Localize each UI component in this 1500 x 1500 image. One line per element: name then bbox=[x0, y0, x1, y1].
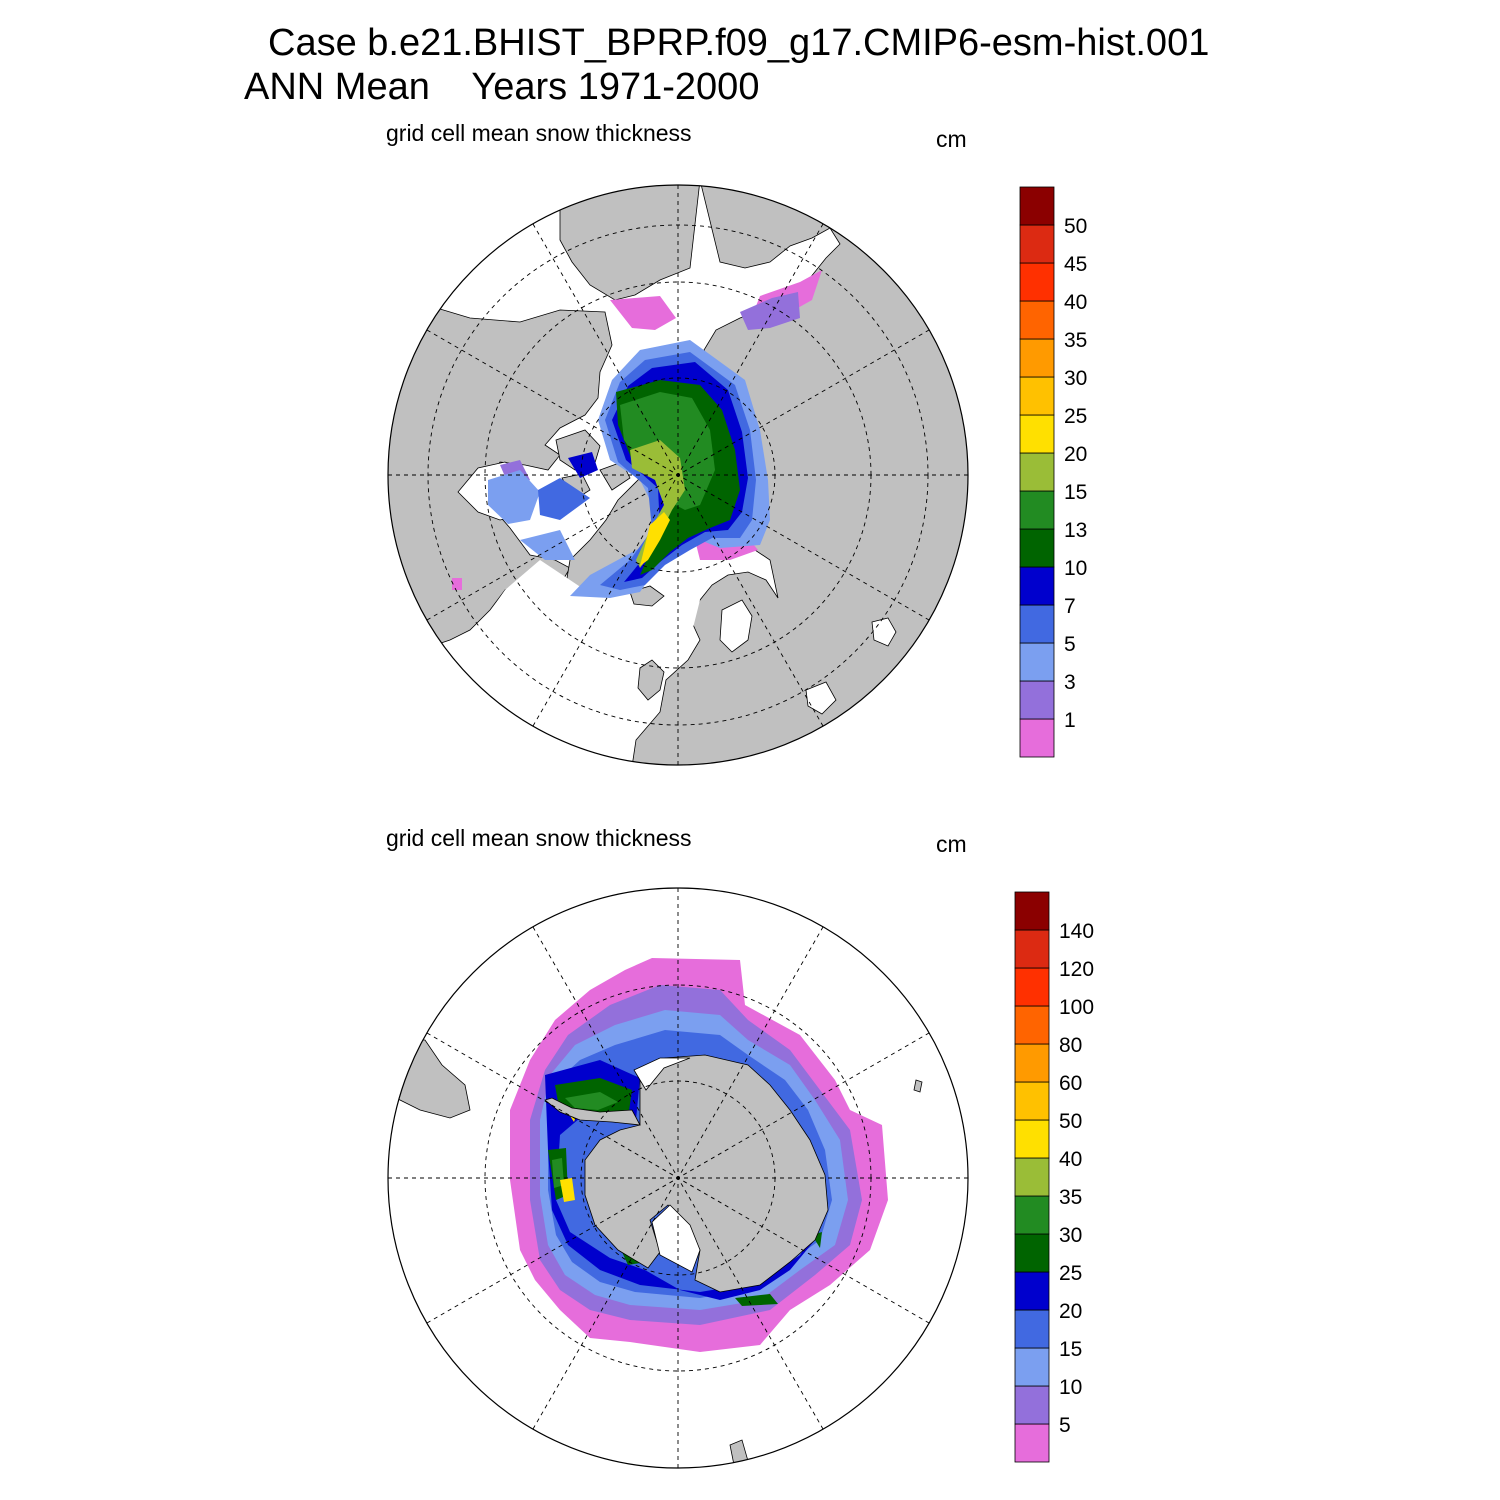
south-colorbar-tick-label: 40 bbox=[1059, 1148, 1082, 1171]
south-field-label: grid cell mean snow thickness bbox=[386, 825, 692, 851]
north-colorbar-box-12 bbox=[1019, 262, 1055, 302]
north-colorbar-box-5 bbox=[1019, 528, 1055, 568]
north-colorbar-box-14 bbox=[1019, 186, 1055, 226]
north-colorbar-tick-label: 15 bbox=[1064, 481, 1087, 504]
south-colorbar-tick-label: 80 bbox=[1059, 1034, 1082, 1057]
north-colorbar-tick-label: 13 bbox=[1064, 519, 1087, 542]
island-east bbox=[913, 1079, 923, 1093]
north-colorbar-tick-label: 20 bbox=[1064, 443, 1087, 466]
south-colorbar-box-3 bbox=[1014, 1309, 1050, 1349]
north-colorbar-box-1 bbox=[1019, 680, 1055, 720]
south-colorbar-box-10 bbox=[1014, 1043, 1050, 1083]
south-colorbar-box-11 bbox=[1014, 1005, 1050, 1045]
north-field-label: grid cell mean snow thickness bbox=[386, 120, 692, 146]
north-colorbar-tick-label: 10 bbox=[1064, 557, 1087, 580]
north-colorbar-tick-label: 1 bbox=[1064, 709, 1076, 732]
north-snow-25cm bbox=[640, 512, 670, 566]
south-colorbar-box-12 bbox=[1014, 967, 1050, 1007]
south-colorbar-tick-label: 100 bbox=[1059, 996, 1094, 1019]
north-colorbar-tick-label: 35 bbox=[1064, 329, 1087, 352]
north-colorbar-box-8 bbox=[1019, 414, 1055, 454]
south-colorbar-tick-label: 5 bbox=[1059, 1414, 1071, 1437]
south-colorbar-box-1 bbox=[1014, 1385, 1050, 1425]
south-colorbar: 5 10 15 20 25 30 35 40 50 60 80 100 120 140 bbox=[1014, 891, 1094, 1463]
north-map-border bbox=[387, 184, 969, 766]
north-colorbar-box-4 bbox=[1019, 566, 1055, 606]
figure-title-case: Case b.e21.BHIST_BPRP.f09_g17.CMIP6-esm-… bbox=[268, 22, 1210, 64]
antarctica-landmass bbox=[584, 1054, 829, 1293]
south-colorbar-tick-label: 10 bbox=[1059, 1376, 1082, 1399]
north-snow-20cm bbox=[630, 440, 685, 568]
british-isles bbox=[637, 659, 665, 701]
weddell-ice-shelf bbox=[633, 1057, 691, 1091]
north-units-label: cm bbox=[936, 126, 967, 152]
south-colorbar-box-13 bbox=[1014, 929, 1050, 969]
north-colorbar-box-3 bbox=[1019, 604, 1055, 644]
north-colorbar-box-9 bbox=[1019, 376, 1055, 416]
north-colorbar-tick-label: 5 bbox=[1064, 633, 1076, 656]
north-colorbar-tick-label: 40 bbox=[1064, 291, 1087, 314]
antarctic-peninsula bbox=[544, 1097, 641, 1126]
south-colorbar-box-8 bbox=[1014, 1119, 1050, 1159]
north-snow-3cm bbox=[500, 292, 800, 488]
north-colorbar-tick-label: 7 bbox=[1064, 595, 1076, 618]
south-colorbar-tick-label: 15 bbox=[1059, 1338, 1082, 1361]
north-colorbar-tick-label: 25 bbox=[1064, 405, 1087, 428]
south-colorbar-box-9 bbox=[1014, 1081, 1050, 1121]
north-colorbar-box-11 bbox=[1019, 300, 1055, 340]
north-colorbar-box-0 bbox=[1019, 718, 1055, 758]
south-graticule bbox=[388, 888, 968, 1468]
south-colorbar-tick-label: 35 bbox=[1059, 1186, 1082, 1209]
baltic-sea bbox=[719, 599, 753, 653]
north-colorbar-box-2 bbox=[1019, 642, 1055, 682]
south-colorbar-tick-label: 20 bbox=[1059, 1300, 1082, 1323]
north-graticule bbox=[388, 185, 968, 765]
north-colorbar-box-6 bbox=[1019, 490, 1055, 530]
north-colorbar-box-10 bbox=[1019, 338, 1055, 378]
south-colorbar-tick-label: 60 bbox=[1059, 1072, 1082, 1095]
south-colorbar-tick-label: 140 bbox=[1059, 920, 1094, 943]
north-colorbar-tick-label: 50 bbox=[1064, 215, 1087, 238]
south-colorbar-tick-label: 30 bbox=[1059, 1224, 1082, 1247]
north-colorbar-box-7 bbox=[1019, 452, 1055, 492]
north-colorbar-tick-label: 30 bbox=[1064, 367, 1087, 390]
south-colorbar-tick-label: 50 bbox=[1059, 1110, 1082, 1133]
south-colorbar-tick-label: 25 bbox=[1059, 1262, 1082, 1285]
north-atlantic-ocean bbox=[470, 560, 700, 765]
ross-ice-shelf bbox=[651, 1204, 701, 1273]
south-map-border bbox=[387, 887, 969, 1469]
figure-title-period: ANN Mean Years 1971-2000 bbox=[244, 66, 760, 108]
south-colorbar-box-6 bbox=[1014, 1195, 1050, 1235]
north-colorbar-tick-label: 3 bbox=[1064, 671, 1076, 694]
south-snow-40cm bbox=[560, 1108, 578, 1202]
south-colorbar-box-0 bbox=[1014, 1423, 1050, 1463]
north-colorbar-box-13 bbox=[1019, 224, 1055, 264]
south-colorbar-tick-label: 120 bbox=[1059, 958, 1094, 981]
south-colorbar-box-5 bbox=[1014, 1233, 1050, 1273]
north-polar-map bbox=[388, 185, 968, 765]
south-colorbar-box-14 bbox=[1014, 891, 1050, 931]
south-colorbar-box-2 bbox=[1014, 1347, 1050, 1387]
alaska-landmass bbox=[559, 185, 701, 301]
south-units-label: cm bbox=[936, 831, 967, 857]
south-colorbar-box-7 bbox=[1014, 1157, 1050, 1197]
south-colorbar-box-4 bbox=[1014, 1271, 1050, 1311]
north-colorbar-tick-label: 45 bbox=[1064, 253, 1087, 276]
inland-sea-2 bbox=[805, 681, 837, 715]
south-polar-map bbox=[388, 888, 968, 1468]
north-snow-field bbox=[452, 270, 822, 598]
